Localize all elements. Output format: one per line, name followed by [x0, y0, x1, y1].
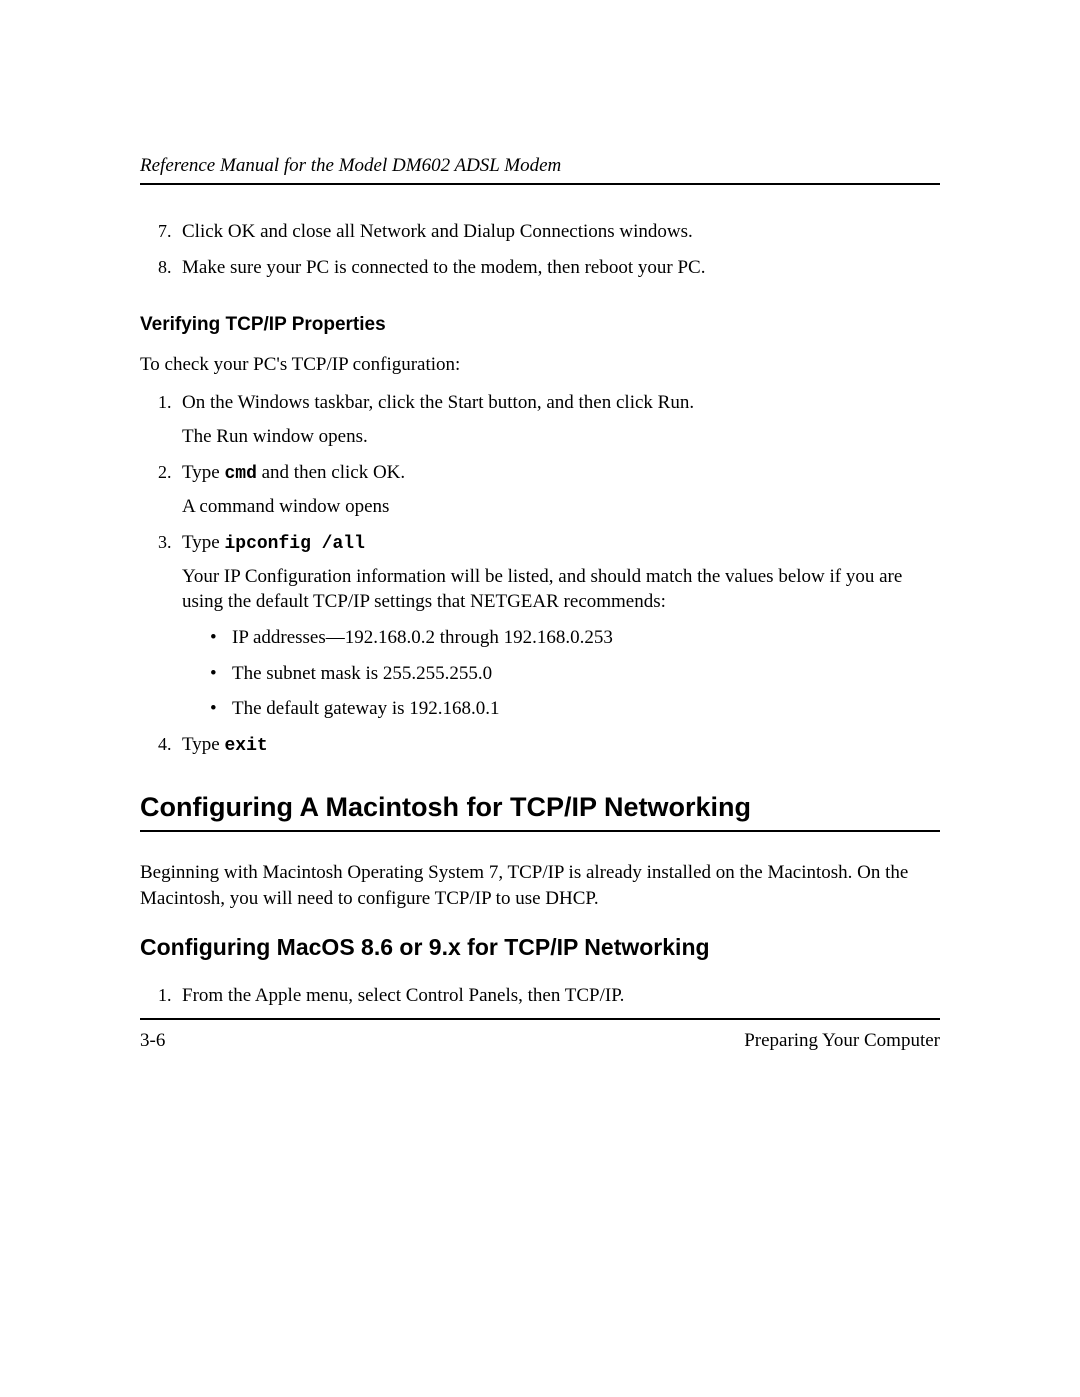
list-item: Type ipconfig /all Your IP Configuration…	[176, 530, 940, 723]
code-cmd: cmd	[224, 464, 256, 484]
step-pre: Type	[182, 734, 224, 755]
ip-values-list: IP addresses—192.168.0.2 through 192.168…	[182, 625, 940, 722]
step-text: From the Apple menu, select Control Pane…	[182, 985, 624, 1006]
list-item: Click OK and close all Network and Dialu…	[176, 219, 940, 245]
code-exit: exit	[224, 736, 267, 756]
step-note: A command window opens	[182, 494, 940, 520]
heading-verify-tcpip: Verifying TCP/IP Properties	[140, 314, 940, 336]
heading-macos-section: Configuring MacOS 8.6 or 9.x for TCP/IP …	[140, 934, 940, 961]
heading-mac-section: Configuring A Macintosh for TCP/IP Netwo…	[140, 792, 940, 832]
step-text: On the Windows taskbar, click the Start …	[182, 392, 694, 413]
mac-intro-para: Beginning with Macintosh Operating Syste…	[140, 860, 940, 911]
step-pre: Type	[182, 532, 224, 553]
macos-steps-list: From the Apple menu, select Control Pane…	[140, 983, 940, 1009]
step-note: The Run window opens.	[182, 424, 940, 450]
running-header: Reference Manual for the Model DM602 ADS…	[140, 155, 940, 185]
chapter-title: Preparing Your Computer	[744, 1030, 940, 1052]
list-item: Type cmd and then click OK. A command wi…	[176, 460, 940, 520]
step-note: Your IP Configuration information will b…	[182, 564, 940, 615]
code-ipconfig: ipconfig /all	[224, 534, 364, 554]
list-item: From the Apple menu, select Control Pane…	[176, 983, 940, 1009]
list-item: Make sure your PC is connected to the mo…	[176, 255, 940, 281]
verify-steps-list: On the Windows taskbar, click the Start …	[140, 390, 940, 758]
continued-steps-list: Click OK and close all Network and Dialu…	[140, 219, 940, 280]
step-pre: Type	[182, 462, 224, 483]
page-number: 3-6	[140, 1030, 165, 1052]
intro-text: To check your PC's TCP/IP configuration:	[140, 354, 940, 376]
bullet-item: IP addresses—192.168.0.2 through 192.168…	[210, 625, 940, 651]
page-content: Reference Manual for the Model DM602 ADS…	[140, 155, 940, 1018]
list-item: On the Windows taskbar, click the Start …	[176, 390, 940, 449]
step-post: and then click OK.	[257, 462, 405, 483]
step-text: Make sure your PC is connected to the mo…	[182, 257, 705, 278]
bullet-item: The default gateway is 192.168.0.1	[210, 696, 940, 722]
page-footer: 3-6 Preparing Your Computer	[140, 1018, 940, 1052]
step-text: Click OK and close all Network and Dialu…	[182, 221, 693, 242]
bullet-item: The subnet mask is 255.255.255.0	[210, 661, 940, 687]
list-item: Type exit	[176, 732, 940, 758]
